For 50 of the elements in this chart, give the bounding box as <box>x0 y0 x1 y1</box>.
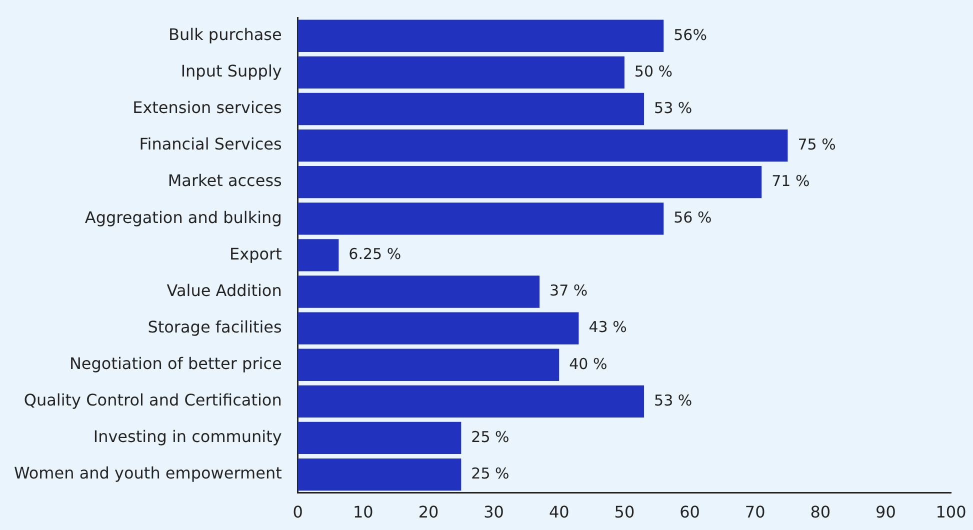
data-label: 25 % <box>471 428 510 446</box>
y-tick-label: Input Supply <box>180 62 282 81</box>
data-label: 37 % <box>550 282 588 300</box>
data-label: 53 % <box>654 98 692 117</box>
y-tick-label: Value Addition <box>166 280 282 300</box>
bar <box>298 129 788 162</box>
bar <box>298 166 762 198</box>
x-tick-label: 40 <box>548 502 570 522</box>
bar <box>298 56 624 89</box>
bar <box>298 276 540 308</box>
x-tick-label: 90 <box>876 502 896 522</box>
x-tick-label: 0 <box>292 502 303 522</box>
bar <box>298 20 664 52</box>
data-label: 53 % <box>654 391 692 410</box>
data-label: 43 % <box>588 318 627 336</box>
data-label: 56% <box>674 26 707 44</box>
y-tick-label: Investing in community <box>93 427 282 446</box>
x-tick-label: 50 <box>614 502 635 522</box>
data-label: 56 % <box>674 208 712 227</box>
bar <box>298 202 664 235</box>
y-tick-label: Extension services <box>132 98 282 118</box>
y-tick-label: Market access <box>168 171 282 190</box>
bar <box>298 312 579 344</box>
bar <box>298 92 644 126</box>
x-tick-label: 100 <box>936 502 966 522</box>
x-tick-label: 10 <box>352 502 374 522</box>
data-label: 25 % <box>471 464 510 482</box>
x-tick-label: 60 <box>680 502 700 522</box>
y-tick-label: Women and youth empowerment <box>14 464 282 483</box>
y-tick-label: Financial Services <box>139 134 282 154</box>
bar <box>298 385 644 418</box>
y-tick-label: Bulk purchase <box>168 25 282 44</box>
data-label: 50 % <box>634 62 673 80</box>
data-label: 6.25 % <box>348 245 402 264</box>
data-label: 75 % <box>798 135 836 154</box>
bar <box>298 422 462 454</box>
data-label: 40 % <box>569 354 608 373</box>
data-label: 71 % <box>772 172 810 190</box>
x-tick-label: 70 <box>744 502 766 522</box>
y-tick-label: Aggregation and bulking <box>84 208 282 227</box>
x-tick-label: 30 <box>484 502 504 522</box>
bar <box>298 458 462 491</box>
y-tick-label: Negotiation of better price <box>69 354 282 374</box>
x-tick-label: 20 <box>418 502 439 522</box>
bar <box>298 348 560 381</box>
y-tick-label: Export <box>229 244 282 264</box>
bar <box>298 239 339 272</box>
y-tick-label: Storage facilities <box>148 317 282 336</box>
y-tick-label: Quality Control and Certification <box>24 390 282 410</box>
x-tick-label: 80 <box>810 502 831 522</box>
